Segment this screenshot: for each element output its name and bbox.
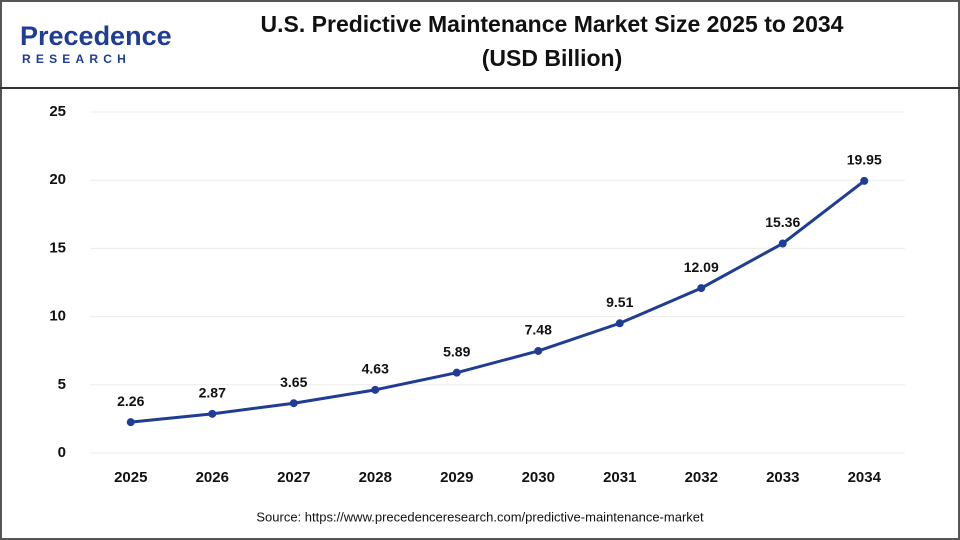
point [860, 176, 869, 185]
value-label: 7.48 [525, 322, 552, 338]
value-label: 19.95 [847, 152, 882, 168]
x-tick-label: 2032 [685, 469, 718, 486]
y-tick-label: 15 [49, 239, 66, 256]
point [615, 319, 624, 328]
x-tick-label: 2028 [359, 469, 392, 486]
y-tick-label: 20 [49, 171, 66, 188]
x-tick-label: 2034 [848, 469, 882, 486]
line [130, 179, 866, 424]
point [371, 385, 380, 394]
x-tick-label: 2031 [603, 469, 636, 486]
x-tick-label: 2026 [196, 469, 229, 486]
y-tick-label: 25 [49, 103, 66, 120]
logo-name: Precedence [20, 21, 172, 51]
point [126, 418, 135, 427]
value-label: 3.65 [280, 374, 307, 390]
logo: Precedence RESEARCH [20, 21, 172, 66]
x-tick-label: 2027 [277, 469, 310, 486]
value-label: 9.51 [606, 294, 633, 310]
value-label: 4.63 [362, 361, 389, 377]
point [534, 346, 543, 355]
value-label: 2.87 [199, 385, 226, 401]
value-label: 5.89 [443, 343, 470, 359]
x-tick-label: 2033 [766, 469, 799, 486]
point [778, 239, 787, 248]
point [697, 284, 706, 293]
y-tick-label: 0 [58, 444, 66, 461]
value-label: 2.26 [117, 393, 144, 409]
value-label: 12.09 [684, 259, 719, 275]
source: Source: https://www.precedenceresearch.c… [256, 509, 704, 524]
value-label: 15.36 [765, 214, 800, 230]
point [208, 409, 217, 418]
y-tick-label: 5 [58, 376, 66, 393]
point [452, 368, 461, 377]
x-tick-label: 2025 [114, 469, 147, 486]
x-tick-label: 2030 [522, 469, 555, 486]
point [289, 399, 298, 408]
chart-subtitle: (USD Billion) [482, 45, 623, 71]
y-tick-label: 10 [49, 308, 66, 325]
x-tick-label: 2029 [440, 469, 473, 486]
chart-title: U.S. Predictive Maintenance Market Size … [261, 11, 844, 37]
logo-sub: RESEARCH [22, 52, 131, 66]
